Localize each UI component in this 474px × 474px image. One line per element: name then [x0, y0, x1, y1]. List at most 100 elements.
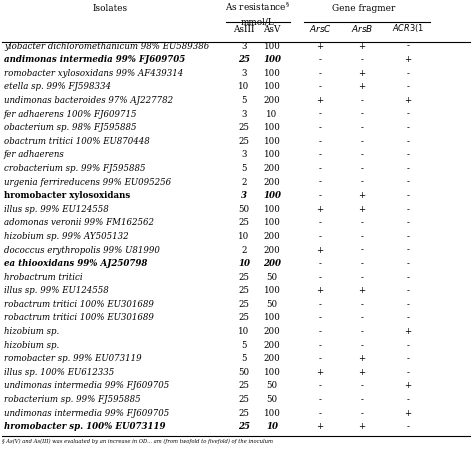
Text: -: -: [361, 313, 364, 322]
Text: -: -: [319, 382, 321, 391]
Text: +: +: [358, 69, 365, 78]
Text: -: -: [361, 300, 364, 309]
Text: As resistance$^{\mathsf{\S}}$: As resistance$^{\mathsf{\S}}$: [226, 0, 291, 13]
Text: illus sp. 100% EU612335: illus sp. 100% EU612335: [4, 368, 114, 377]
Text: -: -: [361, 137, 364, 146]
Text: -: -: [407, 191, 410, 200]
Text: $\mathit{ArsB}$: $\mathit{ArsB}$: [351, 23, 373, 34]
Text: +: +: [404, 327, 411, 336]
Text: § As(V) and As(III) was evaluated by an increase in OD... am (from twofold to fi: § As(V) and As(III) was evaluated by an …: [2, 438, 273, 444]
Text: +: +: [317, 246, 324, 255]
Text: 200: 200: [264, 327, 281, 336]
Text: romobacter sp. 99% EU073119: romobacter sp. 99% EU073119: [4, 354, 142, 363]
Text: -: -: [407, 259, 410, 268]
Text: -: -: [319, 69, 321, 78]
Text: -: -: [361, 382, 364, 391]
Text: 3: 3: [241, 42, 246, 51]
Text: 3: 3: [241, 69, 246, 78]
Text: 25: 25: [238, 422, 250, 431]
Text: 25: 25: [238, 409, 249, 418]
Text: +: +: [404, 409, 411, 418]
Text: -: -: [319, 300, 321, 309]
Text: 5: 5: [241, 354, 247, 363]
Text: -: -: [407, 232, 410, 241]
Text: 200: 200: [264, 164, 281, 173]
Text: -: -: [407, 354, 410, 363]
Text: 25: 25: [238, 313, 249, 322]
Text: -: -: [361, 164, 364, 173]
Text: -: -: [361, 341, 364, 350]
Text: $\mathit{ArsC}$: $\mathit{ArsC}$: [309, 23, 331, 34]
Text: 25: 25: [238, 137, 249, 146]
Text: -: -: [407, 300, 410, 309]
Text: -: -: [319, 273, 321, 282]
Text: -: -: [361, 55, 364, 64]
Text: -: -: [407, 109, 410, 118]
Text: -: -: [361, 273, 364, 282]
Text: undimonas bacteroides 97% AJ227782: undimonas bacteroides 97% AJ227782: [4, 96, 173, 105]
Text: -: -: [407, 341, 410, 350]
Text: 5: 5: [241, 96, 247, 105]
Text: 25: 25: [238, 300, 249, 309]
Text: -: -: [361, 219, 364, 228]
Text: 200: 200: [264, 341, 281, 350]
Text: -: -: [319, 191, 321, 200]
Text: 50: 50: [266, 300, 278, 309]
Text: illus sp. 99% EU124558: illus sp. 99% EU124558: [4, 286, 109, 295]
Text: fer adhaerens: fer adhaerens: [4, 150, 65, 159]
Text: 100: 100: [264, 150, 281, 159]
Text: -: -: [361, 395, 364, 404]
Text: 10: 10: [238, 259, 250, 268]
Text: 100: 100: [264, 205, 281, 214]
Text: -: -: [361, 246, 364, 255]
Text: 200: 200: [263, 259, 281, 268]
Text: +: +: [317, 205, 324, 214]
Text: fer adhaerens 100% FJ609715: fer adhaerens 100% FJ609715: [4, 109, 137, 118]
Text: 25: 25: [238, 123, 249, 132]
Text: 3: 3: [241, 150, 246, 159]
Text: 100: 100: [264, 137, 281, 146]
Text: +: +: [358, 205, 365, 214]
Text: -: -: [319, 232, 321, 241]
Text: -: -: [319, 123, 321, 132]
Text: -: -: [319, 341, 321, 350]
Text: hizobium sp.: hizobium sp.: [4, 327, 59, 336]
Text: hrobactrum tritici: hrobactrum tritici: [4, 273, 82, 282]
Text: ea thiooxidans 99% AJ250798: ea thiooxidans 99% AJ250798: [4, 259, 147, 268]
Text: 50: 50: [238, 368, 250, 377]
Text: hromobacter sp. 100% EU073119: hromobacter sp. 100% EU073119: [4, 422, 165, 431]
Text: crobacterium sp. 99% FJ595885: crobacterium sp. 99% FJ595885: [4, 164, 146, 173]
Text: 25: 25: [238, 395, 249, 404]
Text: 50: 50: [238, 205, 250, 214]
Text: +: +: [317, 422, 324, 431]
Text: -: -: [407, 42, 410, 51]
Text: 2: 2: [241, 246, 247, 255]
Text: +: +: [404, 382, 411, 391]
Text: mmol/L: mmol/L: [241, 17, 275, 26]
Text: 200: 200: [264, 177, 281, 186]
Text: AsV: AsV: [264, 25, 281, 34]
Text: 100: 100: [264, 368, 281, 377]
Text: andimonas intermedia 99% FJ609705: andimonas intermedia 99% FJ609705: [4, 55, 185, 64]
Text: etella sp. 99% FJ598334: etella sp. 99% FJ598334: [4, 82, 111, 91]
Text: -: -: [319, 55, 321, 64]
Text: +: +: [358, 191, 365, 200]
Text: -: -: [407, 273, 410, 282]
Text: -: -: [361, 150, 364, 159]
Text: -: -: [361, 232, 364, 241]
Text: 3: 3: [241, 191, 247, 200]
Text: robacterium sp. 99% FJ595885: robacterium sp. 99% FJ595885: [4, 395, 141, 404]
Text: -: -: [319, 313, 321, 322]
Text: -: -: [407, 123, 410, 132]
Text: -: -: [319, 409, 321, 418]
Text: 50: 50: [266, 273, 278, 282]
Text: +: +: [358, 368, 365, 377]
Text: hizobium sp.: hizobium sp.: [4, 341, 59, 350]
Text: -: -: [361, 259, 364, 268]
Text: $\mathit{ACR3(1}$: $\mathit{ACR3(1}$: [392, 22, 424, 34]
Text: 200: 200: [264, 246, 281, 255]
Text: robactrum tritici 100% EU301689: robactrum tritici 100% EU301689: [4, 313, 154, 322]
Text: -: -: [361, 96, 364, 105]
Text: -: -: [407, 205, 410, 214]
Text: 100: 100: [264, 286, 281, 295]
